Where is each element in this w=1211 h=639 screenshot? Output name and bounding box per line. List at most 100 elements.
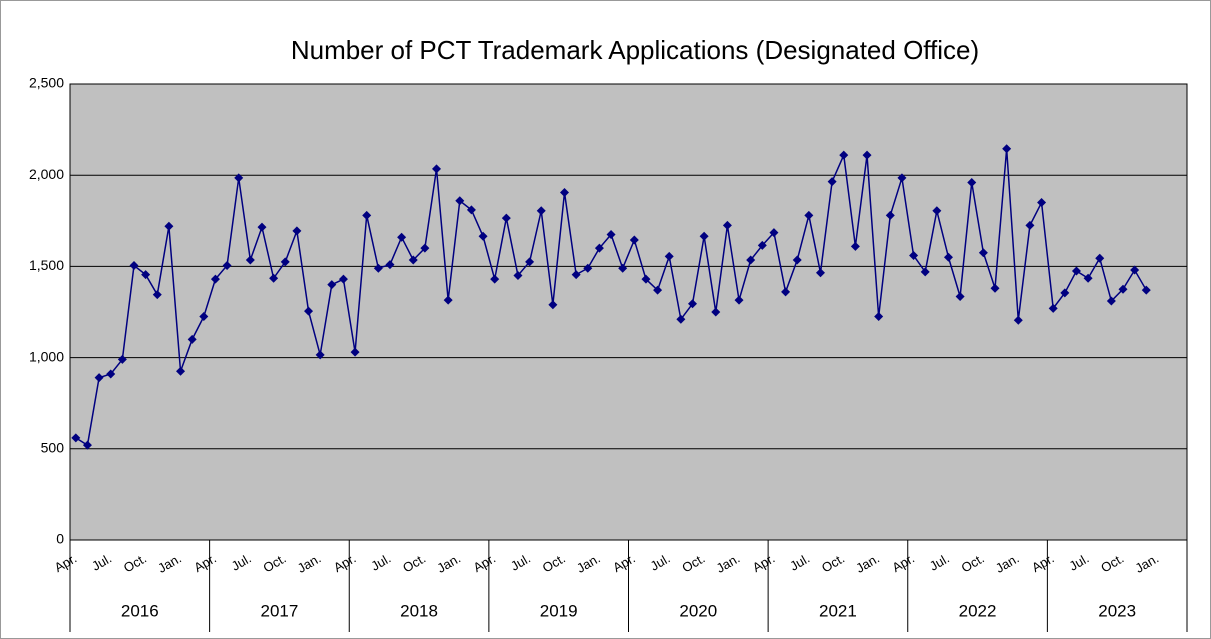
data-point [1095, 253, 1105, 263]
data-point [443, 295, 453, 305]
data-point [815, 268, 825, 278]
data-point [455, 196, 465, 206]
data-point [943, 252, 953, 262]
data-point [664, 251, 674, 261]
year-label: 2020 [679, 601, 717, 620]
data-point [187, 334, 197, 344]
y-tick-label: 2,500 [29, 75, 64, 91]
data-point [338, 274, 348, 284]
data-point [885, 210, 895, 220]
data-point [746, 255, 756, 265]
data-point [1013, 315, 1023, 325]
data-point [245, 255, 255, 265]
data-point [594, 243, 604, 253]
data-point [850, 241, 860, 251]
data-point [94, 373, 104, 383]
year-label: 2021 [819, 601, 857, 620]
data-point [362, 210, 372, 220]
data-point [827, 177, 837, 187]
y-tick-label: 2,000 [29, 166, 64, 182]
data-point [687, 299, 697, 309]
data-point [804, 210, 814, 220]
data-point [1071, 266, 1081, 276]
data-point [757, 240, 767, 250]
data-point [606, 229, 616, 239]
data-point [676, 314, 686, 324]
data-point [152, 290, 162, 300]
year-label: 2017 [261, 601, 299, 620]
data-point [583, 263, 593, 273]
data-point [909, 250, 919, 260]
data-point [769, 228, 779, 238]
data-point [176, 366, 186, 376]
data-point [641, 274, 651, 284]
data-point [978, 248, 988, 258]
data-point [955, 291, 965, 301]
data-point [513, 271, 523, 281]
chart-title: Number of PCT Trademark Applications (De… [291, 35, 979, 65]
data-point [862, 150, 872, 160]
data-point [699, 231, 709, 241]
year-label: 2022 [959, 601, 997, 620]
data-point [920, 267, 930, 277]
data-point [1118, 284, 1128, 294]
data-point [327, 280, 337, 290]
data-point [71, 433, 81, 443]
data-point [129, 260, 139, 270]
data-point [618, 263, 628, 273]
data-point [653, 285, 663, 295]
data-point [222, 260, 232, 270]
data-point [1037, 198, 1047, 208]
data-point [839, 150, 849, 160]
data-point [257, 222, 267, 232]
data-point [269, 273, 279, 283]
data-point [711, 307, 721, 317]
data-point [106, 369, 116, 379]
data-point [82, 440, 92, 450]
plot-area [69, 83, 1188, 541]
data-point [734, 295, 744, 305]
data-point [466, 205, 476, 215]
data-point [501, 213, 511, 223]
data-point [478, 231, 488, 241]
data-point [932, 206, 942, 216]
data-point [1130, 265, 1140, 275]
data-point [408, 255, 418, 265]
data-point [967, 177, 977, 187]
data-point [1025, 220, 1035, 230]
data-point [164, 221, 174, 231]
data-point [1083, 273, 1093, 283]
year-label: 2023 [1098, 601, 1136, 620]
data-point [210, 274, 220, 284]
data-point [990, 283, 1000, 293]
data-point [1106, 296, 1116, 306]
data-point [571, 270, 581, 280]
data-point [536, 206, 546, 216]
data-point [292, 226, 302, 236]
data-point [897, 173, 907, 183]
year-label: 2016 [121, 601, 159, 620]
data-point [1141, 285, 1151, 295]
data-point [397, 232, 407, 242]
data-point [792, 255, 802, 265]
data-point [141, 270, 151, 280]
data-point [548, 300, 558, 310]
data-point [117, 354, 127, 364]
data-point [560, 188, 570, 198]
data-point [304, 306, 314, 316]
data-point [1048, 303, 1058, 313]
data-point [781, 287, 791, 297]
data-point [874, 312, 884, 322]
y-tick-label: 0 [56, 531, 64, 547]
data-point [629, 235, 639, 245]
data-point [722, 220, 732, 230]
data-point [420, 243, 430, 253]
data-point [385, 260, 395, 270]
data-point [373, 263, 383, 273]
year-label: 2018 [400, 601, 438, 620]
data-point [234, 173, 244, 183]
data-point [490, 274, 500, 284]
data-point [199, 312, 209, 322]
data-point [350, 347, 360, 357]
